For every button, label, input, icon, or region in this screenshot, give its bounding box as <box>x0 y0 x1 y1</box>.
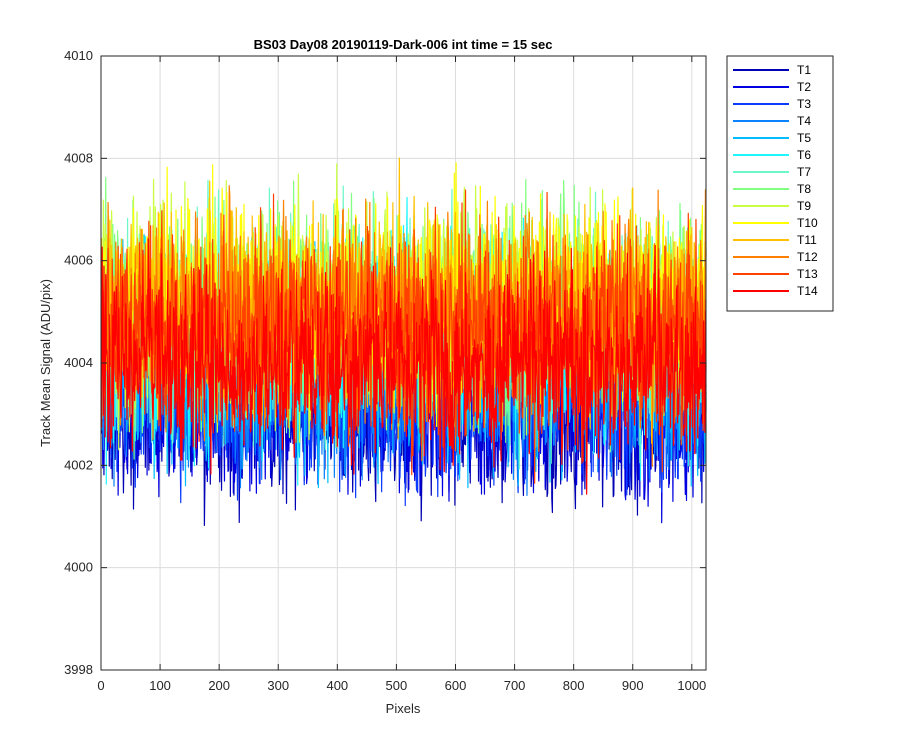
legend-label: T14 <box>797 284 818 298</box>
series-lines <box>100 157 707 527</box>
y-axis-label: Track Mean Signal (ADU/pix) <box>38 279 53 447</box>
legend-label: T8 <box>797 182 811 196</box>
x-tick-label: 700 <box>504 678 526 693</box>
y-tick-label: 4010 <box>64 48 93 63</box>
legend-label: T2 <box>797 80 811 94</box>
legend-label: T5 <box>797 131 811 145</box>
y-tick-label: 4004 <box>64 355 93 370</box>
x-tick-label: 100 <box>149 678 171 693</box>
legend-label: T4 <box>797 114 811 128</box>
legend[interactable]: T1 T2 T3 T4 T5 T6 T7 T8 T9 T10 T11 T12 T13 T14 <box>726 55 834 312</box>
legend-label: T6 <box>797 148 811 162</box>
legend-label: T9 <box>797 199 811 213</box>
legend-entry-t13[interactable]: T13 <box>733 267 818 281</box>
x-axis-label: Pixels <box>386 701 421 716</box>
x-tick-label: 400 <box>326 678 348 693</box>
x-tick-label: 1000 <box>677 678 706 693</box>
x-tick-label: 300 <box>267 678 289 693</box>
legend-entry-t11[interactable]: T11 <box>733 233 817 247</box>
legend-label: T12 <box>797 250 818 264</box>
legend-entry-t5[interactable]: T5 <box>733 131 811 145</box>
legend-entry-t12[interactable]: T12 <box>733 250 818 264</box>
legend-entry-t1[interactable]: T1 <box>733 63 811 77</box>
legend-label: T7 <box>797 165 811 179</box>
chart-title: BS03 Day08 20190119-Dark-006 int time = … <box>254 37 553 52</box>
legend-entry-t7[interactable]: T7 <box>733 165 811 179</box>
legend-label: T11 <box>797 233 817 247</box>
legend-entry-t3[interactable]: T3 <box>733 97 811 111</box>
y-tick-label: 4008 <box>64 150 93 165</box>
ticks: 0 100 200 300 400 500 600 700 800 900 1000 3998 4000… <box>64 48 706 693</box>
series-line-t14 <box>100 238 707 495</box>
plot-area: 0 100 200 300 400 500 600 700 800 900 1000 3998 4000… <box>64 48 707 693</box>
legend-entry-t6[interactable]: T6 <box>733 148 811 162</box>
x-tick-label: 900 <box>622 678 644 693</box>
legend-entry-t8[interactable]: T8 <box>733 182 811 196</box>
x-tick-label: 800 <box>563 678 585 693</box>
legend-entry-t10[interactable]: T10 <box>733 216 818 230</box>
y-tick-label: 4000 <box>64 560 93 575</box>
legend-entry-t2[interactable]: T2 <box>733 80 811 94</box>
legend-label: T10 <box>797 216 818 230</box>
legend-box <box>726 55 834 312</box>
x-tick-label: 0 <box>97 678 104 693</box>
x-tick-label: 200 <box>208 678 230 693</box>
y-tick-label: 4006 <box>64 253 93 268</box>
x-tick-label: 600 <box>445 678 467 693</box>
legend-entries: T1 T2 T3 T4 T5 T6 T7 T8 T9 T10 T11 T12 T13 T14 <box>733 63 818 298</box>
legend-entry-t4[interactable]: T4 <box>733 114 811 128</box>
x-tick-label: 500 <box>386 678 408 693</box>
legend-label: T1 <box>797 63 811 77</box>
y-tick-label: 4002 <box>64 457 93 472</box>
legend-label: T13 <box>797 267 818 281</box>
legend-entry-t9[interactable]: T9 <box>733 199 811 213</box>
y-tick-label: 3998 <box>64 662 93 677</box>
legend-entry-t14[interactable]: T14 <box>733 284 818 298</box>
legend-label: T3 <box>797 97 811 111</box>
